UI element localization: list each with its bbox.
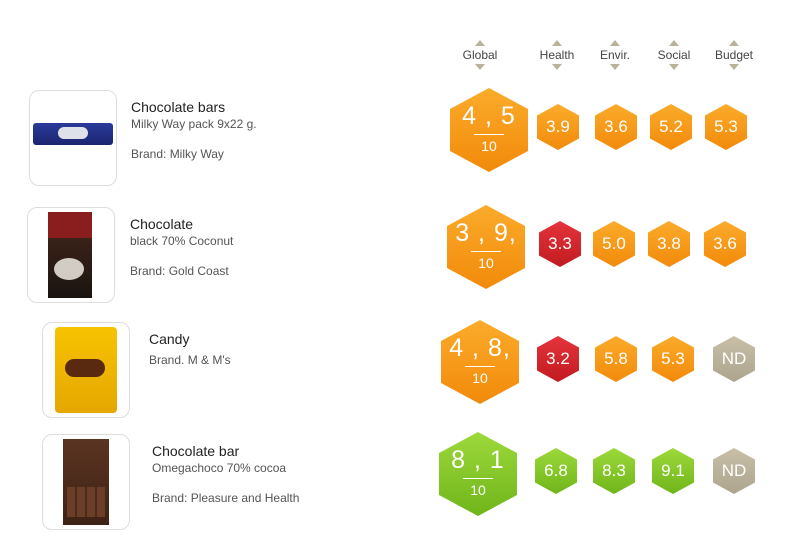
- fraction-line: [474, 134, 504, 135]
- cote-dor-chocolate-photo-icon: [48, 212, 92, 298]
- product-info: Candy Brand. M & M's: [149, 330, 231, 368]
- sort-envir[interactable]: Envir.: [585, 40, 645, 70]
- global-score-value: 4 , 8,: [449, 334, 511, 362]
- product-brand: Brand: Milky Way: [131, 147, 224, 161]
- chocolate-squares-icon: [67, 487, 105, 517]
- product-brand: Brand. M & M's: [149, 353, 231, 367]
- social-score-badge[interactable]: 3.8: [648, 221, 690, 267]
- product-info: Chocolate black 70% Coconut Brand: Gold …: [130, 215, 233, 279]
- product-category[interactable]: Candy: [149, 331, 190, 347]
- sort-down-icon[interactable]: [669, 64, 679, 70]
- sort-global[interactable]: Global: [450, 40, 510, 70]
- product-category[interactable]: Chocolate bars: [131, 99, 226, 115]
- product-image[interactable]: [42, 434, 130, 530]
- sort-down-icon[interactable]: [729, 64, 739, 70]
- product-brand: Brand: Gold Coast: [130, 264, 229, 278]
- column-label-health: Health: [539, 48, 575, 62]
- product-description: black 70% Coconut: [130, 234, 234, 248]
- column-label-social: Social: [657, 48, 691, 62]
- sort-up-icon[interactable]: [552, 40, 562, 46]
- fraction-line: [471, 251, 501, 252]
- product-brand: Brand: Pleasure and Health: [152, 491, 300, 505]
- column-label-global: Global: [462, 48, 498, 62]
- product-description: Milky Way pack 9x22 g.: [131, 117, 257, 131]
- product-info: Chocolate bars Milky Way pack 9x22 g. Br…: [131, 98, 257, 162]
- global-score-denominator: 10: [470, 482, 486, 498]
- sort-down-icon[interactable]: [552, 64, 562, 70]
- product-row[interactable]: Candy Brand. M & M's 4 , 8, 10 3.2 5.8 5…: [0, 318, 790, 428]
- sort-up-icon[interactable]: [475, 40, 485, 46]
- budget-score-badge[interactable]: ND: [713, 448, 755, 494]
- product-row[interactable]: Chocolate bars Milky Way pack 9x22 g. Br…: [0, 86, 790, 196]
- global-score-badge[interactable]: 8 , 1 10: [439, 432, 517, 516]
- sort-up-icon[interactable]: [729, 40, 739, 46]
- mms-logo-icon: [65, 359, 105, 377]
- social-score-badge[interactable]: 9.1: [652, 448, 694, 494]
- budget-score-badge[interactable]: 3.6: [704, 221, 746, 267]
- global-score-value: 4 , 5: [462, 102, 516, 130]
- envir-score-badge[interactable]: 5.0: [593, 221, 635, 267]
- product-category[interactable]: Chocolate: [130, 216, 194, 232]
- envir-score-badge[interactable]: 3.6: [595, 104, 637, 150]
- product-description: Omegachoco 70% cocoa: [152, 461, 287, 475]
- budget-score-badge[interactable]: 5.3: [705, 104, 747, 150]
- sort-down-icon[interactable]: [475, 64, 485, 70]
- product-row[interactable]: Chocolate black 70% Coconut Brand: Gold …: [0, 203, 790, 313]
- global-score-value: 8 , 1: [451, 446, 505, 474]
- sort-health[interactable]: Health: [527, 40, 587, 70]
- global-score-denominator: 10: [478, 255, 494, 271]
- global-score-badge[interactable]: 4 , 8, 10: [441, 320, 519, 404]
- social-score-badge[interactable]: 5.3: [652, 336, 694, 382]
- product-category[interactable]: Chocolate bar: [152, 443, 240, 459]
- fraction-line: [463, 478, 493, 479]
- sort-down-icon[interactable]: [610, 64, 620, 70]
- product-row[interactable]: Chocolate bar Omegachoco 70% cocoa Brand…: [0, 430, 790, 540]
- global-score-denominator: 10: [481, 138, 497, 154]
- global-score-denominator: 10: [472, 370, 488, 386]
- column-label-envir: Envir.: [599, 48, 630, 62]
- sort-up-icon[interactable]: [669, 40, 679, 46]
- product-info: Chocolate bar Omegachoco 70% cocoa Brand…: [152, 442, 299, 506]
- product-image[interactable]: [29, 90, 117, 186]
- budget-score-badge[interactable]: ND: [713, 336, 755, 382]
- envir-score-badge[interactable]: 8.3: [593, 448, 635, 494]
- product-image[interactable]: [27, 207, 115, 303]
- sort-budget[interactable]: Budget: [704, 40, 764, 70]
- global-score-badge[interactable]: 4 , 5 10: [450, 88, 528, 172]
- fraction-line: [465, 366, 495, 367]
- wrapper-highlight-icon: [58, 127, 88, 139]
- sort-social[interactable]: Social: [644, 40, 704, 70]
- health-score-badge[interactable]: 3.9: [537, 104, 579, 150]
- envir-score-badge[interactable]: 5.8: [595, 336, 637, 382]
- coconut-icon: [54, 258, 84, 280]
- health-score-badge[interactable]: 6.8: [535, 448, 577, 494]
- product-image[interactable]: [42, 322, 130, 418]
- social-score-badge[interactable]: 5.2: [650, 104, 692, 150]
- health-score-badge[interactable]: 3.3: [539, 221, 581, 267]
- sort-up-icon[interactable]: [610, 40, 620, 46]
- column-label-budget: Budget: [714, 48, 754, 62]
- health-score-badge[interactable]: 3.2: [537, 336, 579, 382]
- global-score-badge[interactable]: 3 , 9, 10: [447, 205, 525, 289]
- global-score-value: 3 , 9,: [455, 219, 517, 247]
